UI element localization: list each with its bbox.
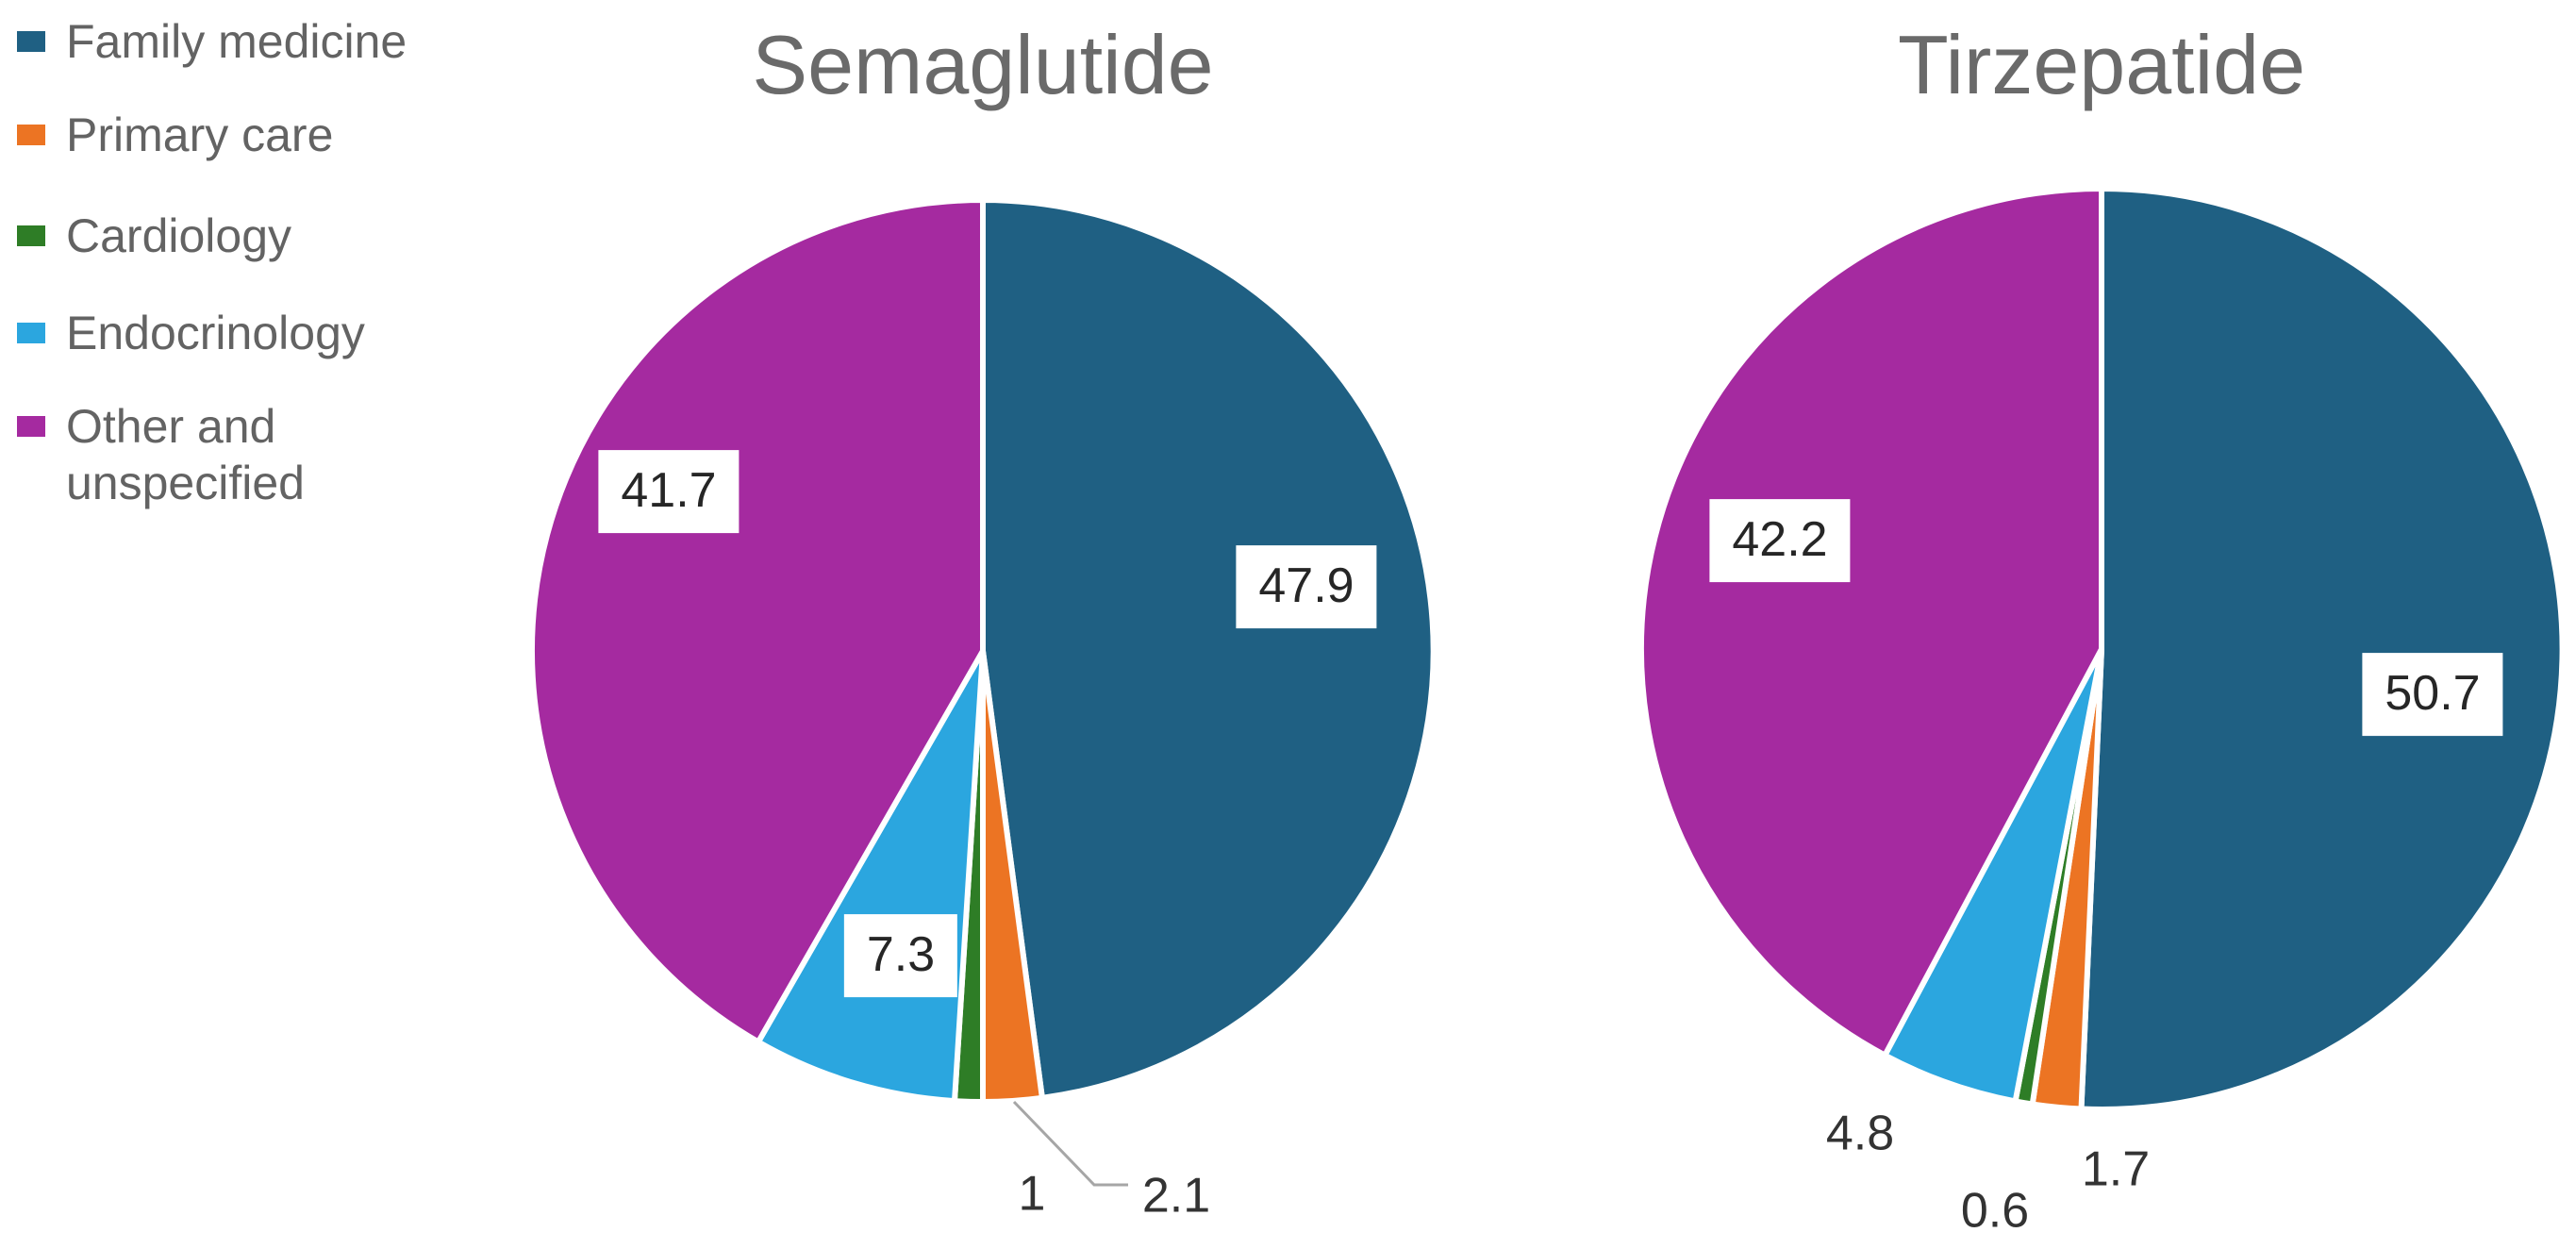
chart-title-tirzepatide: Tirzepatide bbox=[1897, 18, 2306, 111]
legend-label: Other and unspecified bbox=[66, 400, 305, 509]
legend-label: Endocrinology bbox=[66, 307, 365, 359]
legend-label: Primary care bbox=[66, 108, 334, 161]
legend-item-endocrinology: Endocrinology bbox=[17, 305, 365, 361]
semaglutide-slice-family-medicine bbox=[980, 197, 1437, 1101]
legend-item-cardiology: Cardiology bbox=[17, 208, 291, 264]
pie-chart-tirzepatide bbox=[1637, 186, 2566, 1112]
legend-swatch-other-and-unspecified bbox=[17, 416, 45, 437]
tirzepatide-slice-family-medicine bbox=[2078, 186, 2566, 1112]
legend-swatch-family-medicine bbox=[17, 31, 45, 52]
pie-chart-semaglutide bbox=[529, 197, 1437, 1187]
chart-title-semaglutide: Semaglutide bbox=[752, 18, 1214, 111]
legend-label: Family medicine bbox=[66, 15, 407, 68]
semaglutide-slice-other-and-unspecified bbox=[529, 197, 986, 1045]
legend-swatch-endocrinology bbox=[17, 323, 45, 343]
legend-swatch-primary-care bbox=[17, 125, 45, 145]
legend-item-primary-care: Primary care bbox=[17, 107, 333, 163]
legend-swatch-cardiology bbox=[17, 225, 45, 246]
legend-item-family-medicine: Family medicine bbox=[17, 13, 407, 70]
legend-item-other-and-unspecified: Other and unspecified bbox=[17, 398, 472, 511]
tirzepatide-slice-other-and-unspecified bbox=[1637, 186, 2104, 1058]
legend-label: Cardiology bbox=[66, 209, 292, 262]
leader-line-primary-care bbox=[1012, 1100, 1128, 1187]
